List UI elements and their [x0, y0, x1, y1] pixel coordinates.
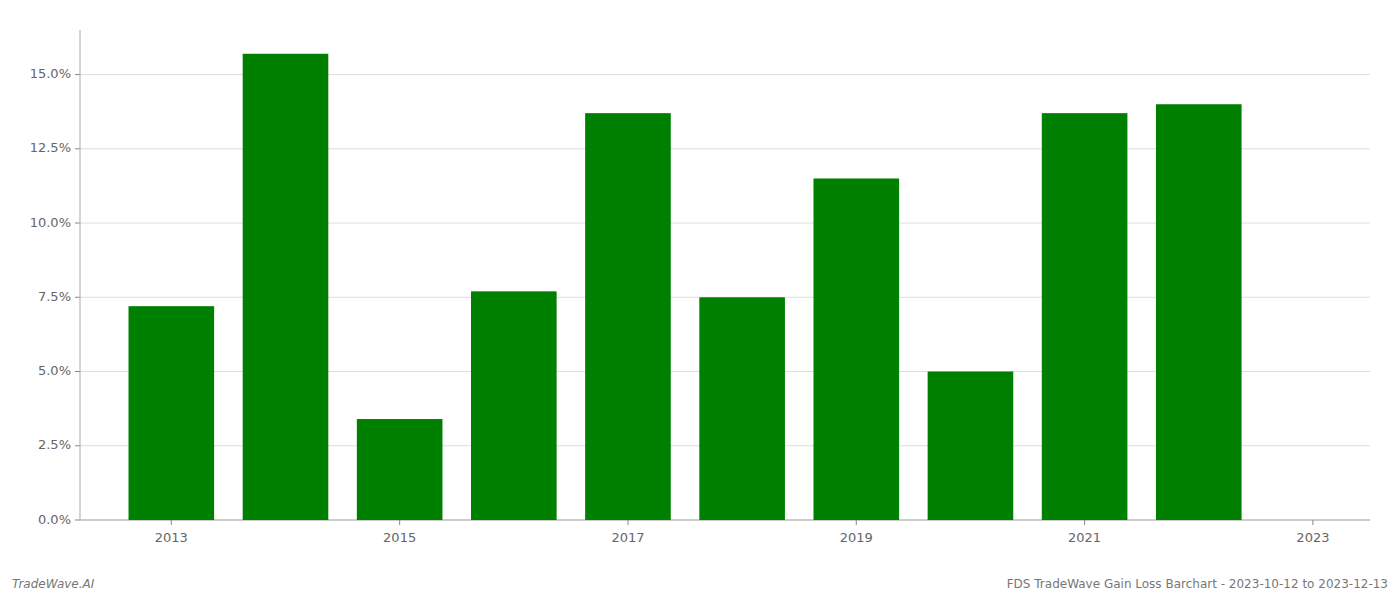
y-tick-label: 0.0%: [38, 512, 71, 527]
background: [0, 0, 1400, 600]
y-tick-label: 15.0%: [30, 66, 71, 81]
x-tick: [1312, 520, 1313, 525]
bar: [471, 291, 557, 520]
y-tick: [75, 297, 80, 298]
bar: [129, 306, 215, 520]
footer-right: FDS TradeWave Gain Loss Barchart - 2023-…: [1007, 577, 1388, 591]
bar: [699, 297, 785, 520]
x-tick-label: 2023: [1296, 530, 1329, 545]
bar: [585, 113, 671, 520]
bar: [928, 372, 1014, 520]
axes: 0.0% 2.5% 5.0% 7.5% 10.0% 12.5% 15.0% 2013 2015 2…: [30, 30, 1370, 545]
x-tick: [1084, 520, 1085, 525]
y-tick: [75, 445, 80, 446]
y-tick-label: 10.0%: [30, 215, 71, 230]
chart-container: 0.0% 2.5% 5.0% 7.5% 10.0% 12.5% 15.0% 2013 2015 2…: [0, 0, 1400, 600]
bar: [357, 419, 443, 520]
y-tick: [75, 223, 80, 224]
bar: [813, 178, 899, 520]
y-tick: [75, 148, 80, 149]
y-tick-label: 2.5%: [38, 437, 71, 452]
x-tick-label: 2015: [383, 530, 416, 545]
x-tick-label: 2013: [155, 530, 188, 545]
x-tick: [856, 520, 857, 525]
y-tick: [75, 74, 80, 75]
bar: [243, 54, 329, 520]
bars: [129, 54, 1242, 520]
x-tick: [171, 520, 172, 525]
bar: [1156, 104, 1242, 520]
y-tick: [75, 520, 80, 521]
footer-left: TradeWave.AI: [12, 577, 95, 591]
chart: 0.0% 2.5% 5.0% 7.5% 10.0% 12.5% 15.0% 2013 2015 2…: [0, 0, 1400, 600]
bar: [1042, 113, 1128, 520]
y-tick: [75, 371, 80, 372]
x-tick: [627, 520, 628, 525]
y-tick-label: 5.0%: [38, 363, 71, 378]
x-tick: [399, 520, 400, 525]
y-tick-label: 12.5%: [30, 140, 71, 155]
y-tick-label: 7.5%: [38, 289, 71, 304]
x-tick-label: 2021: [1068, 530, 1101, 545]
x-tick-label: 2019: [840, 530, 873, 545]
y-axis-line: [80, 30, 81, 520]
x-tick-label: 2017: [611, 530, 644, 545]
